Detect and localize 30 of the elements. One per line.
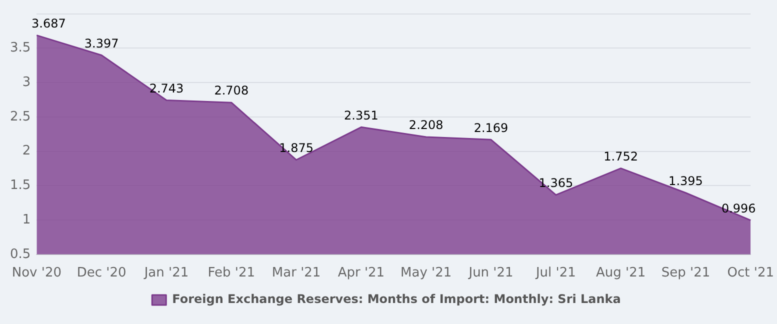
data-label: 2.169 [474,120,508,135]
x-tick-label: Oct '21 [727,266,774,281]
data-label: 2.208 [408,118,444,132]
y-tick-label: 3.5 [10,40,31,56]
y-tick-label: 1 [22,212,31,228]
x-tick-label: Feb '21 [208,266,256,281]
data-label: 2.743 [149,81,184,96]
x-tick-label: Dec '20 [76,266,126,281]
x-tick-label: Mar '21 [272,266,321,281]
x-tick-label: Jan '21 [143,266,189,281]
data-label: 2.351 [344,108,378,122]
y-tick-label: 3 [22,74,31,90]
data-label: 0.996 [721,201,756,216]
data-label: 3.397 [84,36,119,50]
data-label: 2.708 [214,84,249,98]
x-tick-label: May '21 [400,266,452,281]
x-tick-label: Jul '21 [534,266,576,281]
x-tick-label: Aug '21 [596,266,646,281]
x-tick-label: Nov '20 [12,266,62,281]
y-tick-label: 2.5 [10,109,31,124]
y-tick-label: 1.5 [10,178,31,194]
y-tick-label: 2 [22,144,31,159]
y-tick-label: 0.5 [10,246,31,262]
data-label: 1.395 [668,174,703,188]
x-tick-label: Sep '21 [661,266,710,281]
x-tick-label: Apr '21 [338,266,385,281]
data-label: 3.687 [31,16,66,30]
legend-label: Foreign Exchange Reserves: Months of Import: Monthly: Sri Lanka [172,292,621,306]
data-label: 1.752 [604,149,638,164]
x-tick-label: Jun '21 [468,266,514,281]
